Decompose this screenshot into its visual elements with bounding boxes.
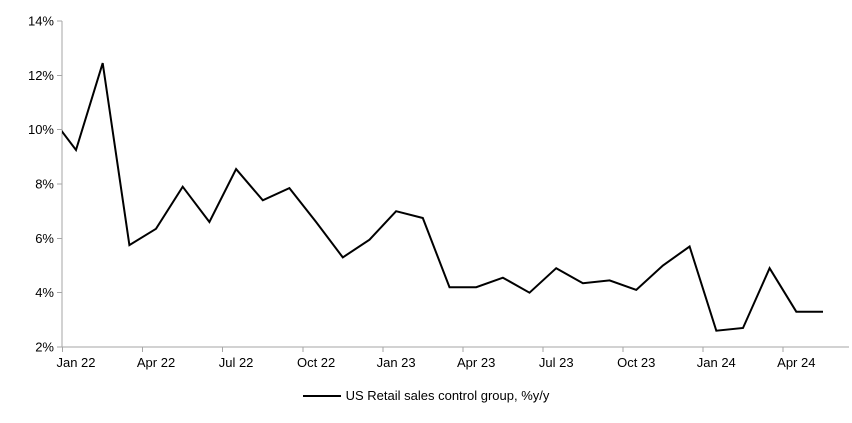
x-axis-tick-label: Oct 23 (617, 355, 655, 370)
y-axis-tick-label: 14% (28, 14, 54, 29)
x-axis-tick-label: Apr 24 (777, 355, 815, 370)
y-axis-tick-label: 8% (35, 177, 54, 192)
x-axis-tick-label: Jan 22 (56, 355, 95, 370)
x-axis-tick-label: Jul 22 (219, 355, 254, 370)
y-axis-tick-label: 6% (35, 231, 54, 246)
x-axis-tick-label: Jan 24 (697, 355, 736, 370)
legend-series-label: US Retail sales control group, %y/y (345, 388, 550, 403)
y-axis-tick-label: 2% (35, 340, 54, 355)
x-axis-tick-label: Apr 22 (137, 355, 175, 370)
y-axis-tick-label: 10% (28, 122, 54, 137)
legend: US Retail sales control group, %y/y (0, 388, 852, 403)
x-axis-tick-label: Jul 23 (539, 355, 574, 370)
y-axis-tick-label: 12% (28, 68, 54, 83)
x-axis-tick-label: Oct 22 (297, 355, 335, 370)
series-line-retail-sales (62, 62, 823, 332)
y-axis-tick-label: 4% (35, 285, 54, 300)
x-axis-tick-label: Apr 23 (457, 355, 495, 370)
x-axis-tick-label: Jan 23 (377, 355, 416, 370)
legend-line-swatch (302, 394, 341, 397)
